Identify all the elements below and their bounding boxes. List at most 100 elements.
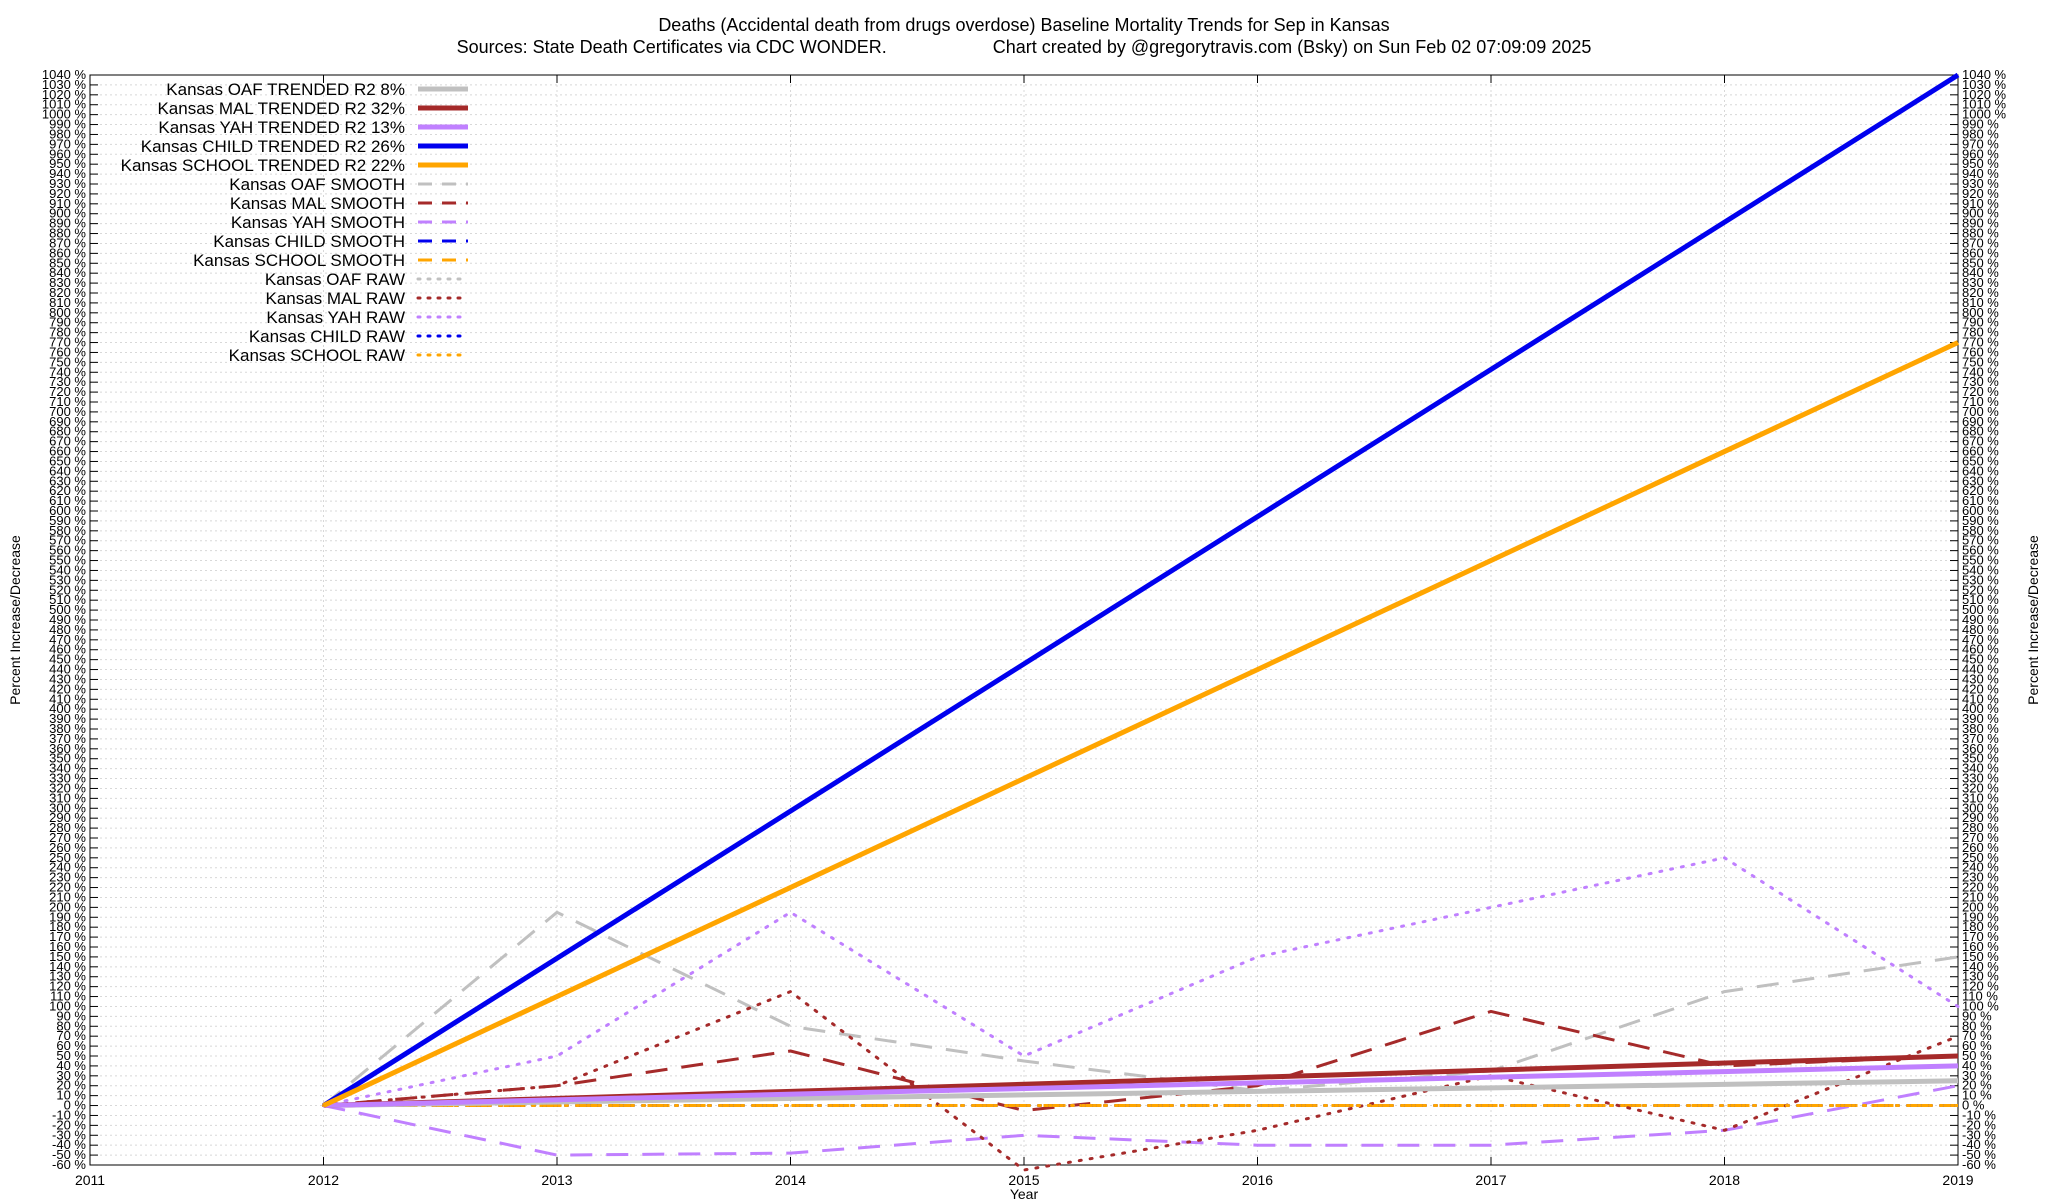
- y-tick-label: 360 %: [1962, 741, 1999, 756]
- x-tick-label: 2011: [75, 1172, 105, 1188]
- y-tick-label: 700 %: [1962, 404, 1999, 419]
- y-tick-label: 750 %: [49, 354, 86, 369]
- y-tick-label: -20 %: [1962, 1117, 1996, 1132]
- y-tick-label: 0 %: [64, 1098, 87, 1113]
- y-tick-label: 20 %: [56, 1078, 86, 1093]
- y-tick-label: 640 %: [1962, 463, 1999, 478]
- y-tick-label: 890 %: [1962, 216, 1999, 231]
- y-axis-label-right: Percent Increase/Decrease: [2025, 535, 2041, 705]
- y-tick-label: -30 %: [52, 1127, 86, 1142]
- y-tick-label: 910 %: [49, 196, 86, 211]
- y-tick-label: -50 %: [1962, 1147, 1996, 1162]
- y-tick-label: 10 %: [1962, 1088, 1992, 1103]
- y-tick-label: 160 %: [49, 939, 86, 954]
- y-tick-label: 340 %: [1962, 761, 1999, 776]
- y-tick-label: 650 %: [49, 453, 86, 468]
- y-tick-label: -60 %: [1962, 1157, 1996, 1172]
- y-tick-label: 490 %: [49, 612, 86, 627]
- x-tick-label: 2014: [775, 1172, 806, 1188]
- y-tick-label: 870 %: [49, 235, 86, 250]
- y-tick-label: 430 %: [1962, 671, 1999, 686]
- series-line-12: [322, 990, 1960, 1172]
- y-tick-label: 940 %: [49, 166, 86, 181]
- y-tick-label: 480 %: [49, 622, 86, 637]
- y-tick-label: -60 %: [52, 1157, 86, 1172]
- y-tick-label: 500 %: [1962, 602, 1999, 617]
- x-axis-ticks: 2011 2012 2013 2014 2015 2016 2017 2018 2019: [75, 75, 1974, 1188]
- y-tick-label: 640 %: [49, 463, 86, 478]
- y-tick-label: 230 %: [1962, 870, 1999, 885]
- y-tick-label: 250 %: [49, 850, 86, 865]
- chart-source: Sources: State Death Certificates via CD…: [456, 37, 887, 57]
- series-line-4: [322, 72, 1960, 1108]
- y-tick-label: 270 %: [1962, 830, 1999, 845]
- y-tick-label: 380 %: [49, 721, 86, 736]
- y-tick-label: 670 %: [1962, 434, 1999, 449]
- y-tick-label: 350 %: [49, 751, 86, 766]
- y-tick-label: 880 %: [1962, 226, 1999, 241]
- y-tick-label: 720 %: [1962, 384, 1999, 399]
- y-tick-label: 260 %: [1962, 840, 1999, 855]
- y-tick-label: 650 %: [1962, 453, 1999, 468]
- y-tick-label: 860 %: [1962, 245, 1999, 260]
- x-tick-label: 2019: [1942, 1172, 1973, 1188]
- y-tick-label: -40 %: [52, 1137, 86, 1152]
- y-tick-label: 920 %: [49, 186, 86, 201]
- chart-title-block: Deaths (Accidental death from drugs over…: [0, 14, 2048, 58]
- x-tick-label: 2013: [541, 1172, 572, 1188]
- y-tick-label: 170 %: [49, 929, 86, 944]
- series-line-13: [322, 856, 1960, 1107]
- y-tick-label: 470 %: [49, 632, 86, 647]
- y-tick-label: 950 %: [49, 156, 86, 171]
- y-tick-label: 340 %: [49, 761, 86, 776]
- y-tick-label: 570 %: [1962, 533, 1999, 548]
- y-tick-label: 220 %: [1962, 880, 1999, 895]
- y-tick-label: 630 %: [49, 473, 86, 488]
- legend-label: Kansas MAL TRENDED R2 32%: [157, 99, 405, 118]
- y-tick-label: 870 %: [1962, 235, 1999, 250]
- y-tick-label: 320 %: [1962, 780, 1999, 795]
- legend-label: Kansas CHILD SMOOTH: [213, 232, 405, 251]
- y-tick-label: 240 %: [1962, 860, 1999, 875]
- y-tick-label: 840 %: [49, 265, 86, 280]
- y-tick-label: 560 %: [49, 543, 86, 558]
- y-tick-label: 930 %: [1962, 176, 1999, 191]
- y-tick-label: 510 %: [49, 592, 86, 607]
- y-tick-label: 440 %: [1962, 662, 1999, 677]
- legend-label: Kansas MAL RAW: [265, 289, 405, 308]
- y-tick-label: 350 %: [1962, 751, 1999, 766]
- y-tick-label: 780 %: [49, 325, 86, 340]
- y-tick-label: 310 %: [49, 790, 86, 805]
- legend-label: Kansas YAH SMOOTH: [231, 213, 405, 232]
- series-line-5: [322, 340, 1960, 1108]
- x-tick-label: 2012: [308, 1172, 339, 1188]
- y-tick-label: 560 %: [1962, 543, 1999, 558]
- y-tick-label: 480 %: [1962, 622, 1999, 637]
- y-tick-label: 270 %: [49, 830, 86, 845]
- chart-title: Deaths (Accidental death from drugs over…: [658, 15, 1390, 35]
- y-tick-label: 60 %: [1962, 1038, 1992, 1053]
- y-tick-label: 380 %: [1962, 721, 1999, 736]
- y-tick-label: 530 %: [1962, 572, 1999, 587]
- y-tick-label: 510 %: [1962, 592, 1999, 607]
- y-tick-label: 770 %: [1962, 335, 1999, 350]
- y-tick-label: 820 %: [49, 285, 86, 300]
- x-tick-label: 2017: [1475, 1172, 1506, 1188]
- series-line-8: [323, 1084, 1959, 1157]
- legend-label: Kansas CHILD TRENDED R2 26%: [141, 137, 405, 156]
- y-tick-label: 820 %: [1962, 285, 1999, 300]
- y-tick-label: 40 %: [1962, 1058, 1992, 1073]
- y-tick-label: 1040 %: [42, 67, 87, 82]
- y-tick-label: 620 %: [49, 483, 86, 498]
- y-tick-label: 190 %: [49, 909, 86, 924]
- legend-label: Kansas OAF RAW: [265, 270, 405, 289]
- y-tick-label: 1020 %: [1962, 87, 2007, 102]
- legend-label: Kansas CHILD RAW: [249, 327, 405, 346]
- y-tick-label: 470 %: [1962, 632, 1999, 647]
- y-tick-label: 30 %: [56, 1068, 86, 1083]
- y-tick-label: 960 %: [49, 146, 86, 161]
- y-tick-label: 690 %: [49, 414, 86, 429]
- y-tick-label: 220 %: [49, 880, 86, 895]
- y-tick-label: 140 %: [1962, 959, 1999, 974]
